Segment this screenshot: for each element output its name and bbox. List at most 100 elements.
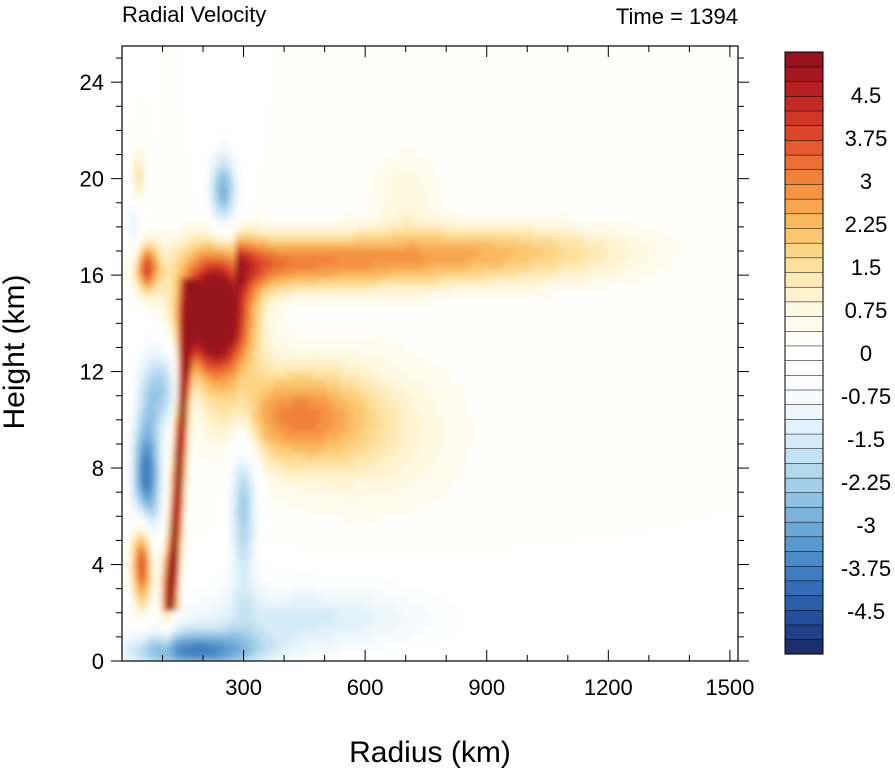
- field-cell: [263, 154, 269, 163]
- field-cell: [267, 140, 273, 148]
- field-cell: [207, 617, 212, 626]
- field-cell: [271, 277, 277, 286]
- field-cell: [219, 154, 224, 163]
- field-cell: [223, 400, 228, 409]
- field-cell: [276, 465, 281, 474]
- field-cell: [199, 458, 204, 467]
- field-cell: [344, 364, 350, 373]
- field-cell: [126, 465, 131, 474]
- field-cell: [186, 299, 192, 308]
- field-cell: [340, 154, 346, 163]
- field-cell: [134, 407, 139, 416]
- field-cell: [381, 378, 387, 387]
- field-cell: [276, 400, 281, 409]
- field-cell: [389, 530, 395, 539]
- field-cell: [186, 386, 192, 394]
- field-cell: [296, 169, 301, 177]
- field-cell: [223, 197, 228, 206]
- field-cell: [146, 458, 151, 467]
- field-cell: [251, 632, 257, 640]
- field-cell: [340, 530, 346, 539]
- field-cell: [373, 646, 378, 655]
- field-cell: [393, 538, 399, 546]
- field-cell: [122, 255, 127, 264]
- field-cell: [150, 458, 156, 467]
- field-cell: [247, 378, 253, 387]
- field-cell: [340, 472, 346, 481]
- field-cell: [138, 161, 143, 170]
- field-cell: [312, 610, 318, 619]
- field-cell: [215, 292, 220, 300]
- field-cell: [357, 378, 362, 387]
- field-cell: [174, 74, 180, 83]
- field-cell: [292, 205, 297, 214]
- field-cell: [227, 176, 233, 185]
- field-cell: [357, 74, 362, 83]
- field-cell: [284, 393, 289, 402]
- field-cell: [320, 125, 326, 134]
- field-cell: [199, 443, 204, 452]
- field-cell: [150, 140, 156, 148]
- field-cell: [308, 154, 314, 163]
- field-cell: [199, 357, 204, 365]
- field-cell: [215, 588, 220, 597]
- field-cell: [401, 501, 407, 510]
- field-cell: [284, 53, 289, 62]
- field-cell: [243, 263, 249, 271]
- field-cell: [178, 436, 184, 445]
- field-cell: [280, 581, 285, 590]
- field-cell: [239, 299, 245, 308]
- field-cell: [308, 328, 314, 337]
- field-cell: [142, 516, 147, 525]
- field-cell: [170, 523, 176, 532]
- field-cell: [207, 349, 212, 358]
- field-cell: [389, 632, 395, 640]
- field-cell: [328, 320, 334, 329]
- field-cell: [353, 588, 358, 597]
- field-cell: [154, 415, 160, 423]
- field-cell: [280, 118, 285, 127]
- field-cell: [397, 67, 403, 76]
- field-cell: [292, 458, 297, 467]
- field-cell: [324, 429, 330, 438]
- field-cell: [365, 530, 370, 539]
- field-cell: [369, 248, 374, 257]
- field-cell: [332, 96, 338, 105]
- field-cell: [397, 111, 403, 119]
- field-cell: [336, 74, 342, 83]
- field-cell: [280, 140, 285, 148]
- field-cell: [373, 46, 378, 54]
- field-cell: [393, 624, 399, 633]
- field-cell: [312, 349, 318, 358]
- field-cell: [227, 335, 233, 344]
- field-cell: [174, 451, 180, 460]
- field-cell: [219, 407, 224, 416]
- field-cell: [247, 559, 253, 568]
- field-cell: [316, 212, 322, 221]
- field-cell: [300, 429, 305, 438]
- field-cell: [373, 530, 378, 539]
- field-cell: [170, 190, 176, 199]
- field-cell: [381, 241, 387, 250]
- field-cell: [247, 639, 253, 648]
- field-cell: [182, 342, 188, 351]
- field-cell: [207, 313, 212, 322]
- field-cell: [397, 118, 403, 127]
- field-cell: [336, 624, 342, 633]
- field-cell: [312, 415, 318, 423]
- field-cell: [296, 111, 301, 119]
- field-cell: [292, 357, 297, 365]
- field-cell: [239, 248, 245, 257]
- field-cell: [300, 458, 305, 467]
- field-cell: [348, 154, 354, 163]
- field-cell: [328, 523, 334, 532]
- field-cell: [389, 335, 395, 344]
- field-cell: [146, 248, 151, 257]
- field-cell: [385, 632, 391, 640]
- field-cell: [154, 494, 160, 503]
- field-cell: [288, 197, 293, 206]
- field-cell: [166, 292, 172, 300]
- field-cell: [227, 509, 233, 517]
- field-cell: [146, 219, 151, 228]
- field-cell: [320, 313, 326, 322]
